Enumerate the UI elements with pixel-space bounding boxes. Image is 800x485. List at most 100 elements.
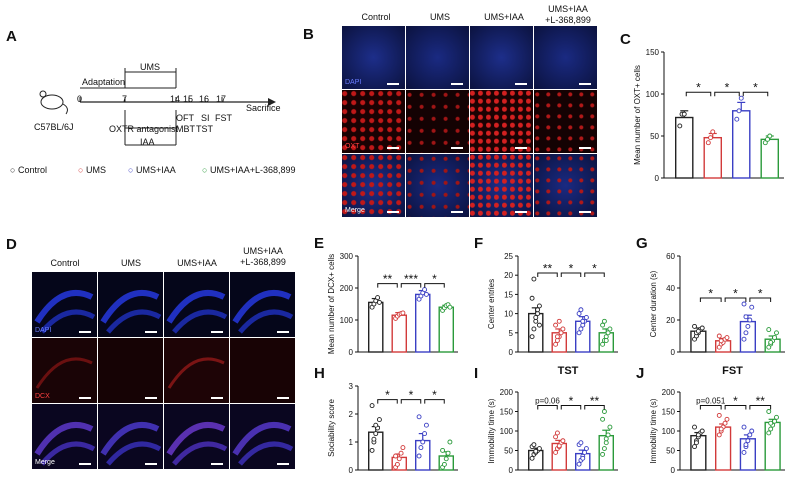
significance-label: * [569,394,574,408]
data-point [600,451,606,457]
d-merge-antagonist [230,404,295,469]
d-dcx-row-label: DCX [35,393,50,400]
significance-bracket [377,399,398,404]
d-dcx-ums-iaa [164,338,229,403]
d-col-ums: UMS [121,258,141,268]
day-7: 7 [122,94,128,104]
legend-ums-iaa: ○ UMS+IAA [128,165,176,175]
significance-bracket [685,91,712,97]
data-point [531,276,537,282]
y-tick-label: 0 [349,348,354,357]
data-point [603,338,609,343]
day-15: 15 [183,94,194,104]
data-point [578,440,584,446]
significance-bracket [699,297,722,302]
y-tick-label: 0 [509,466,514,475]
y-tick-label: 100 [662,427,676,436]
data-point [692,444,697,450]
data-point [736,108,742,114]
data-point [716,333,722,339]
significance-bracket [400,399,422,404]
data-point [560,438,566,444]
d-merge-ums-iaa [164,404,229,469]
data-point [766,409,772,414]
data-point [767,133,773,139]
y-tick-label: 60 [666,252,675,261]
micrograph-grid-b: DAPI OXT Merge [342,26,598,218]
data-point [371,436,377,442]
oft-label: OFT [176,113,194,123]
data-point [603,436,609,442]
data-point [373,431,379,437]
data-point [416,453,422,459]
b-oxt-ums [406,90,469,153]
d-merge-row-label: Merge [35,459,55,466]
significance-bracket [724,297,747,302]
data-point [376,417,382,423]
b-merge-ums [406,154,469,217]
significance-bracket [584,272,605,278]
y-tick-label: 200 [340,284,354,293]
data-point [440,447,446,453]
sacrifice-label: Sacrifice [246,103,281,113]
panel-d-label: D [6,236,17,253]
y-tick-label: 20 [504,271,513,280]
data-point [558,330,564,336]
significance-label: p=0.06 [535,397,560,406]
significance-label: * [733,287,738,301]
y-tick-label: 200 [662,388,676,397]
y-tick-label: 25 [504,252,513,261]
data-point [443,456,449,462]
data-point [393,453,399,459]
data-point [533,314,539,320]
data-point [743,330,749,336]
panel-i-label: I [474,365,478,382]
y-tick-label: 50 [504,447,513,456]
y-tick-label: 300 [340,252,354,261]
chart-j-fst: J FST 0 50 100 150 200 Immobility time (s) p=0.0… [632,362,797,480]
significance-label: ** [756,394,766,408]
data-point [716,432,722,438]
data-point [441,461,447,467]
d-col-ums-iaa-antagonist: UMS+IAA +L-368,899 [240,246,286,267]
data-point [768,420,774,426]
data-point [718,426,724,432]
y-tick-label: 2 [349,410,354,419]
si-label: SI [201,113,210,123]
y-tick-label: 150 [500,408,514,417]
day-0: 0 [77,94,83,104]
data-point [749,304,755,310]
chart-c-oxt-cells: C 0 50 100 150 Mean number of OXT+ cells * * * [616,28,796,188]
y-axis-label: Sociability score [327,399,336,457]
significance-bracket [742,91,769,97]
data-point [580,318,586,324]
d-dcx-antagonist [230,338,295,403]
data-point [416,414,422,420]
data-point [423,291,429,297]
data-point [553,434,559,440]
data-point [765,136,770,142]
data-point [734,116,740,122]
chart-title: FST [722,365,743,377]
b-merge-control: Merge [342,154,405,217]
data-point [553,449,559,455]
data-point [695,328,701,334]
y-tick-label: 0 [349,466,354,475]
data-point [553,322,559,328]
data-point [582,449,588,455]
bar-ums-iaa [414,293,431,353]
data-point [603,440,609,446]
significance-label: * [569,262,574,276]
data-point [583,446,589,452]
data-point [556,443,562,449]
b-dapi-control: DAPI [342,26,405,89]
bar-ums [391,314,407,353]
significance-label: p=0.051 [696,397,726,406]
data-point [400,445,406,451]
data-point [533,448,539,454]
y-tick-label: 15 [504,290,513,299]
data-point [695,432,701,438]
significance-bracket [714,91,740,97]
b-dapi-ums-iaa [470,26,533,89]
data-point [418,445,424,451]
